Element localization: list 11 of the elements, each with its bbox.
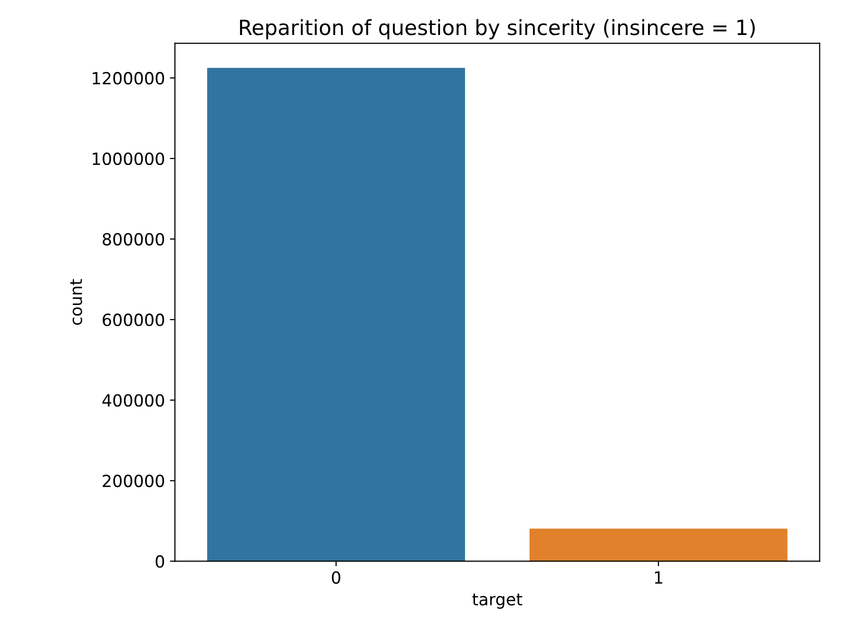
chart-title: Reparition of question by sincerity (insincere = 1) [240, 19, 755, 40]
y-tick-label: 1000000 [92, 152, 164, 166]
x-axis-title: target [472, 594, 522, 609]
x-tick-label: 1 [654, 571, 662, 584]
y-tick-label: 1200000 [92, 72, 164, 85]
y-axis-title: count [70, 279, 82, 325]
y-tick-label: 800000 [102, 232, 164, 246]
y-tick-label: 0 [156, 555, 164, 568]
y-tick-label: 600000 [102, 314, 164, 326]
y-tick-label: 400000 [102, 394, 164, 407]
y-tick-label: 200000 [102, 474, 164, 488]
